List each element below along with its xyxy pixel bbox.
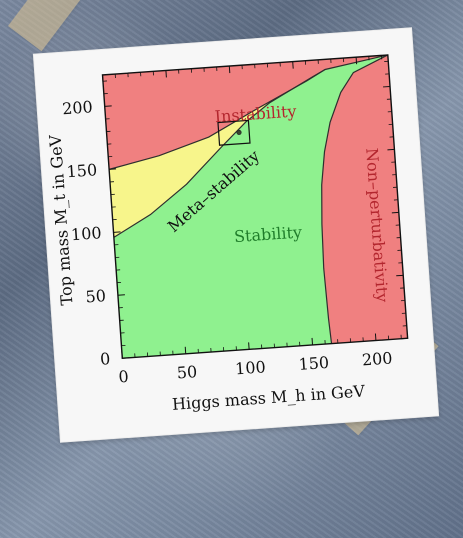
x-tick-label: 50 [176, 362, 198, 382]
stability-label: Stability [233, 222, 302, 246]
y-tick-label: 0 [99, 349, 110, 369]
x-tick-label: 150 [298, 353, 330, 374]
x-tick-label: 0 [118, 367, 129, 387]
y-tick-label: 200 [62, 97, 94, 118]
highlight-box [217, 119, 251, 146]
y-tick-label: 150 [66, 160, 98, 181]
y-tick-label: 50 [85, 286, 107, 306]
metastability-region [109, 54, 388, 238]
x-tick-label: 100 [235, 357, 267, 378]
nonperturbativity-region [321, 54, 408, 344]
stability-region [113, 54, 388, 359]
y-axis-label: Top mass M_t in GeV [46, 134, 77, 306]
x-axis-label: Higgs mass M_h in GeV [171, 381, 365, 413]
plot-frame [101, 54, 409, 359]
top-left-tape [8, 0, 111, 52]
nonperturbativity-boundary-line [321, 54, 389, 344]
y-tick-label: 100 [70, 223, 102, 244]
lower-boundary-line [113, 68, 326, 238]
highlight-point [236, 129, 242, 135]
instability-region [102, 54, 388, 170]
chart-photo-frame: 0 50 100 150 200 0 50 100 150 200 Instability Meta–… [32, 27, 440, 443]
x-tick-label: 200 [361, 348, 393, 369]
